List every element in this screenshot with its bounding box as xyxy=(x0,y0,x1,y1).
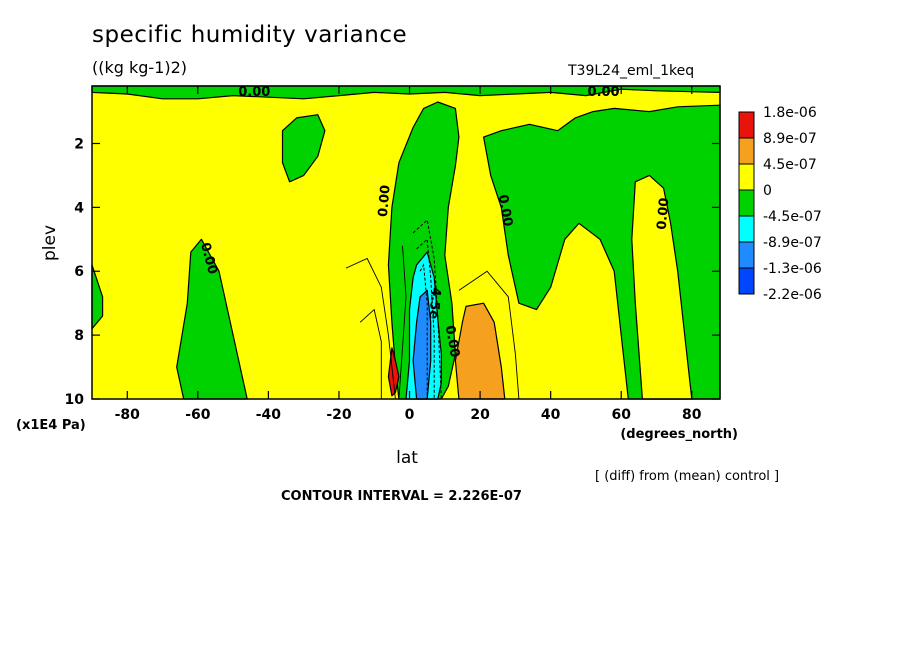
colorbar-swatch xyxy=(738,215,755,243)
colorbar-swatch xyxy=(738,163,755,191)
x-tick-label: -40 xyxy=(256,407,282,423)
x-tick-label: 0 xyxy=(405,407,415,423)
colorbar-label: 4.5e-07 xyxy=(763,157,817,173)
colorbar-label: -1.3e-06 xyxy=(763,261,822,277)
contour-line-negative xyxy=(416,238,435,399)
contour-line xyxy=(458,270,520,400)
colorbar-label: -4.5e-07 xyxy=(763,209,822,225)
y-tick-label: 8 xyxy=(74,328,84,344)
contour-line xyxy=(398,245,407,400)
contour-label: 4.5e xyxy=(425,287,443,320)
contour-line-negative xyxy=(412,219,442,400)
diff-note: [ (diff) from (mean) control ] xyxy=(595,469,780,484)
colorbar-label: -8.9e-07 xyxy=(763,235,822,251)
colorbar-label: 0 xyxy=(763,183,772,199)
y-tick-label: 4 xyxy=(74,200,84,216)
contour-label: 0.00 xyxy=(588,85,620,100)
y-tick-label: 10 xyxy=(65,392,85,408)
x-axis-label: lat xyxy=(396,448,418,468)
x-axis-unit: (degrees_north) xyxy=(620,427,738,442)
region-eq-green xyxy=(387,101,460,400)
x-tick-label: 80 xyxy=(682,407,702,423)
x-tick-label: -60 xyxy=(185,407,211,423)
colorbar-swatch xyxy=(738,189,755,217)
contour-label: 0.00 xyxy=(495,193,515,227)
axes: -80 -60 -40 -20 0 20 40 60 80 2 4 6 8 10 lat plev (degre… xyxy=(16,85,738,468)
plot-frame xyxy=(91,85,721,400)
colorbar-label: 1.8e-06 xyxy=(763,105,817,121)
y-tick-label: 2 xyxy=(74,136,84,152)
x-tick-label: 40 xyxy=(541,407,561,423)
region-sh-upper-blob xyxy=(281,114,326,183)
chart-units: ((kg kg-1)2) xyxy=(92,58,188,77)
x-tick-label: 20 xyxy=(470,407,490,423)
y-axis-unit: (x1E4 Pa) xyxy=(16,418,86,433)
contour-label: 0.00 xyxy=(238,85,270,100)
contour-line-negative xyxy=(419,263,428,399)
colorbar-swatch xyxy=(738,241,755,269)
colorbar-label: 8.9e-07 xyxy=(763,131,817,147)
x-tick-label: -80 xyxy=(115,407,141,423)
region-nh-yellow-notch xyxy=(631,174,693,400)
y-axis-label: plev xyxy=(40,225,60,261)
contour-label: 0.00 xyxy=(655,197,673,230)
contour-line xyxy=(345,257,396,400)
colorbar-swatch xyxy=(738,267,755,295)
chart-title: specific humidity variance xyxy=(92,22,408,48)
colorbar-label: -2.2e-06 xyxy=(763,287,822,303)
x-tick-label: -20 xyxy=(326,407,352,423)
contour-label: 0.00 xyxy=(442,324,462,358)
contour-line xyxy=(359,308,382,399)
colorbar-swatch xyxy=(738,137,755,165)
y-tick-label: 6 xyxy=(74,264,84,280)
experiment-name: T39L24_eml_1keq xyxy=(568,63,695,79)
colorbar-swatch xyxy=(738,111,755,139)
contour-labels: 0.00 0.000.000.000.00 0.000.004.5e xyxy=(197,85,672,359)
colorbar: 1.8e-06 8.9e-07 4.5e-07 0 -4.5e-07 -8.9e-07 -1… xyxy=(738,105,822,303)
x-tick-label: 60 xyxy=(611,407,631,423)
contour-interval: CONTOUR INTERVAL = 2.226E-07 xyxy=(281,489,522,504)
plot-area xyxy=(91,85,721,400)
contour-label: 0.00 xyxy=(376,184,394,217)
